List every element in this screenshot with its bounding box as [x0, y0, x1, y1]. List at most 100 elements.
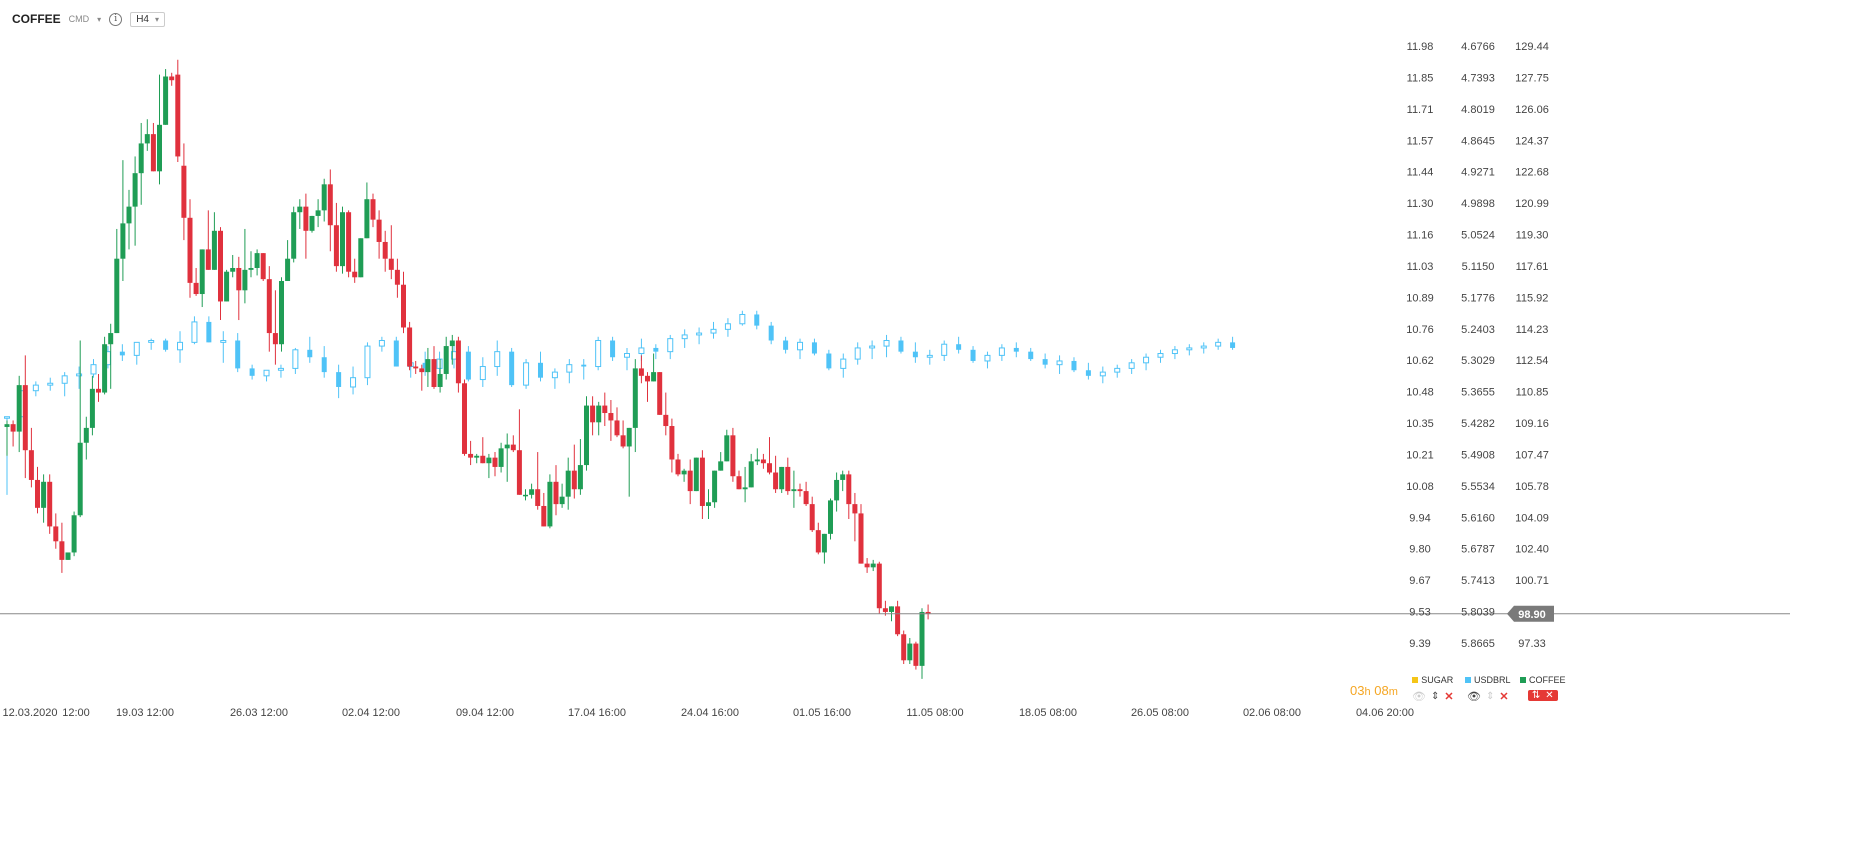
time-tick-label: 12:00 — [62, 707, 90, 719]
usdbrl-candle-body — [898, 340, 904, 352]
coffee-candle-body — [645, 375, 650, 382]
coffee-candle-body — [169, 76, 175, 81]
eye-icon[interactable]: 👁 — [1412, 691, 1426, 703]
usdbrl-candle-body — [1114, 367, 1121, 373]
coffee-candle-body — [565, 470, 571, 497]
coffee-candle-body — [547, 481, 553, 527]
coffee-candle-body — [657, 372, 663, 415]
candle-countdown: 03h 08m — [1350, 683, 1398, 698]
close-icon[interactable]: ✕ — [1499, 691, 1509, 703]
coffee-candle-body — [181, 165, 187, 218]
axis-tick-label: 10.62 — [1406, 355, 1434, 367]
coffee-candle-body — [376, 219, 382, 242]
usdbrl-candle-body — [912, 351, 918, 358]
close-icon[interactable]: ✕ — [1545, 690, 1554, 701]
coffee-candles — [4, 59, 931, 679]
axis-tick-label: 4.8645 — [1461, 135, 1495, 147]
current-price-value: 98.90 — [1518, 609, 1546, 621]
coffee-candle-body — [901, 634, 907, 661]
coffee-candle-body — [47, 481, 53, 527]
coffee-candle-body — [205, 249, 211, 270]
usdbrl-candle-body — [263, 369, 270, 377]
close-icon[interactable]: ✕ — [1444, 691, 1454, 703]
usdbrl-candle-body — [998, 347, 1005, 356]
coffee-candle-body — [553, 481, 559, 505]
coffee-candle-body — [126, 206, 132, 224]
chevron-down-icon: ▾ — [154, 14, 159, 24]
legend-label-usdbrl: USDBRL — [1474, 675, 1511, 685]
coffee-candle-body — [4, 424, 10, 427]
usdbrl-candle-body — [739, 313, 746, 325]
axis-tick-label: 114.23 — [1516, 324, 1549, 336]
coffee-candle-body — [65, 552, 71, 560]
countdown-hours: 03 — [1350, 683, 1365, 698]
coffee-candle-body — [260, 253, 266, 280]
eye-icon[interactable]: 👁 — [1466, 691, 1481, 703]
coffee-candle-body — [730, 435, 736, 477]
coffee-series-controls[interactable]: ⇅ ✕ — [1527, 690, 1558, 701]
usdbrl-candle-body — [826, 353, 832, 369]
usdbrl-candle-body — [610, 340, 616, 358]
usdbrl-candle-body — [1128, 362, 1135, 369]
coffee-candle-body — [163, 76, 169, 125]
axis-tick-label: 5.4908 — [1461, 449, 1495, 461]
coffee-candle-body — [602, 405, 608, 414]
usdbrl-candle-body — [191, 321, 198, 343]
usdbrl-candle-body — [220, 340, 227, 343]
coffee-candle-body — [35, 479, 40, 508]
usdbrl-candle-body — [970, 349, 976, 361]
usdbrl-candle-body — [754, 314, 760, 326]
axis-tick-label: 5.6160 — [1461, 512, 1495, 524]
axis-tick-label: 115.92 — [1516, 292, 1549, 304]
coffee-candle-body — [382, 241, 388, 259]
coffee-candle-body — [327, 184, 333, 226]
usdbrl-candle-body — [941, 343, 948, 356]
symbol-dropdown-icon[interactable]: ▾ — [97, 14, 102, 24]
coffee-candle-body — [266, 279, 272, 334]
coffee-candle-body — [16, 385, 22, 432]
time-tick-label: 02.04 12:00 — [342, 707, 400, 719]
time-tick-label: 12.03.2020 — [2, 707, 57, 719]
axis-tick-label: 120.99 — [1515, 198, 1549, 210]
usdbrl-candle-body — [32, 384, 39, 392]
axis-tick-label: 5.6787 — [1461, 544, 1495, 556]
coffee-candle-body — [468, 453, 474, 458]
axis-tick-label: 10.89 — [1406, 292, 1434, 304]
price-tag-bg — [1507, 605, 1554, 622]
pin-icon[interactable]: ⇅ — [1531, 690, 1541, 701]
time-tick-label: 19.03 12:00 — [116, 707, 174, 719]
usdbrl-candles — [4, 310, 1236, 495]
coffee-candle-body — [394, 269, 400, 285]
legend-sugar: SUGAR 👁 ⇕ ✕ — [1412, 675, 1454, 703]
coffee-candle-body — [474, 455, 480, 458]
coffee-candle-body — [748, 461, 754, 488]
axis-tick-label: 11.03 — [1407, 261, 1434, 273]
coffee-candle-body — [321, 184, 327, 211]
axis-tick-label: 10.35 — [1406, 418, 1434, 430]
axis-tick-label: 4.8019 — [1461, 104, 1495, 116]
axis-tick-label: 11.44 — [1407, 167, 1434, 179]
time-tick-label: 01.05 16:00 — [793, 707, 851, 719]
axis-tick-label: 129.44 — [1515, 41, 1549, 53]
usdbrl-candle-body — [667, 338, 674, 353]
info-icon[interactable]: i — [109, 12, 123, 26]
coffee-candle-body — [346, 212, 352, 272]
usdbrl-candle-body — [696, 332, 703, 336]
coffee-candle-body — [358, 238, 364, 278]
coffee-candle-body — [687, 470, 693, 492]
usdbrl-candle-body — [926, 354, 933, 358]
coffee-candle-body — [876, 563, 882, 609]
usdbrl-candle-body — [177, 341, 184, 351]
reorder-icon[interactable]: ⇕ — [1485, 691, 1495, 702]
coffee-candle-body — [651, 372, 657, 382]
coffee-candle-body — [699, 457, 705, 506]
timeframe-select[interactable]: H4 ▾ — [130, 11, 165, 27]
symbol-name[interactable]: COFFEE — [12, 12, 61, 26]
coffee-candle-body — [858, 513, 864, 564]
axis-tick-label: 126.06 — [1515, 104, 1549, 116]
time-tick-label: 26.05 08:00 — [1131, 707, 1189, 719]
usdbrl-candle-body — [1013, 347, 1019, 352]
reorder-icon[interactable]: ⇕ — [1430, 691, 1440, 702]
coffee-candle-body — [828, 500, 833, 534]
